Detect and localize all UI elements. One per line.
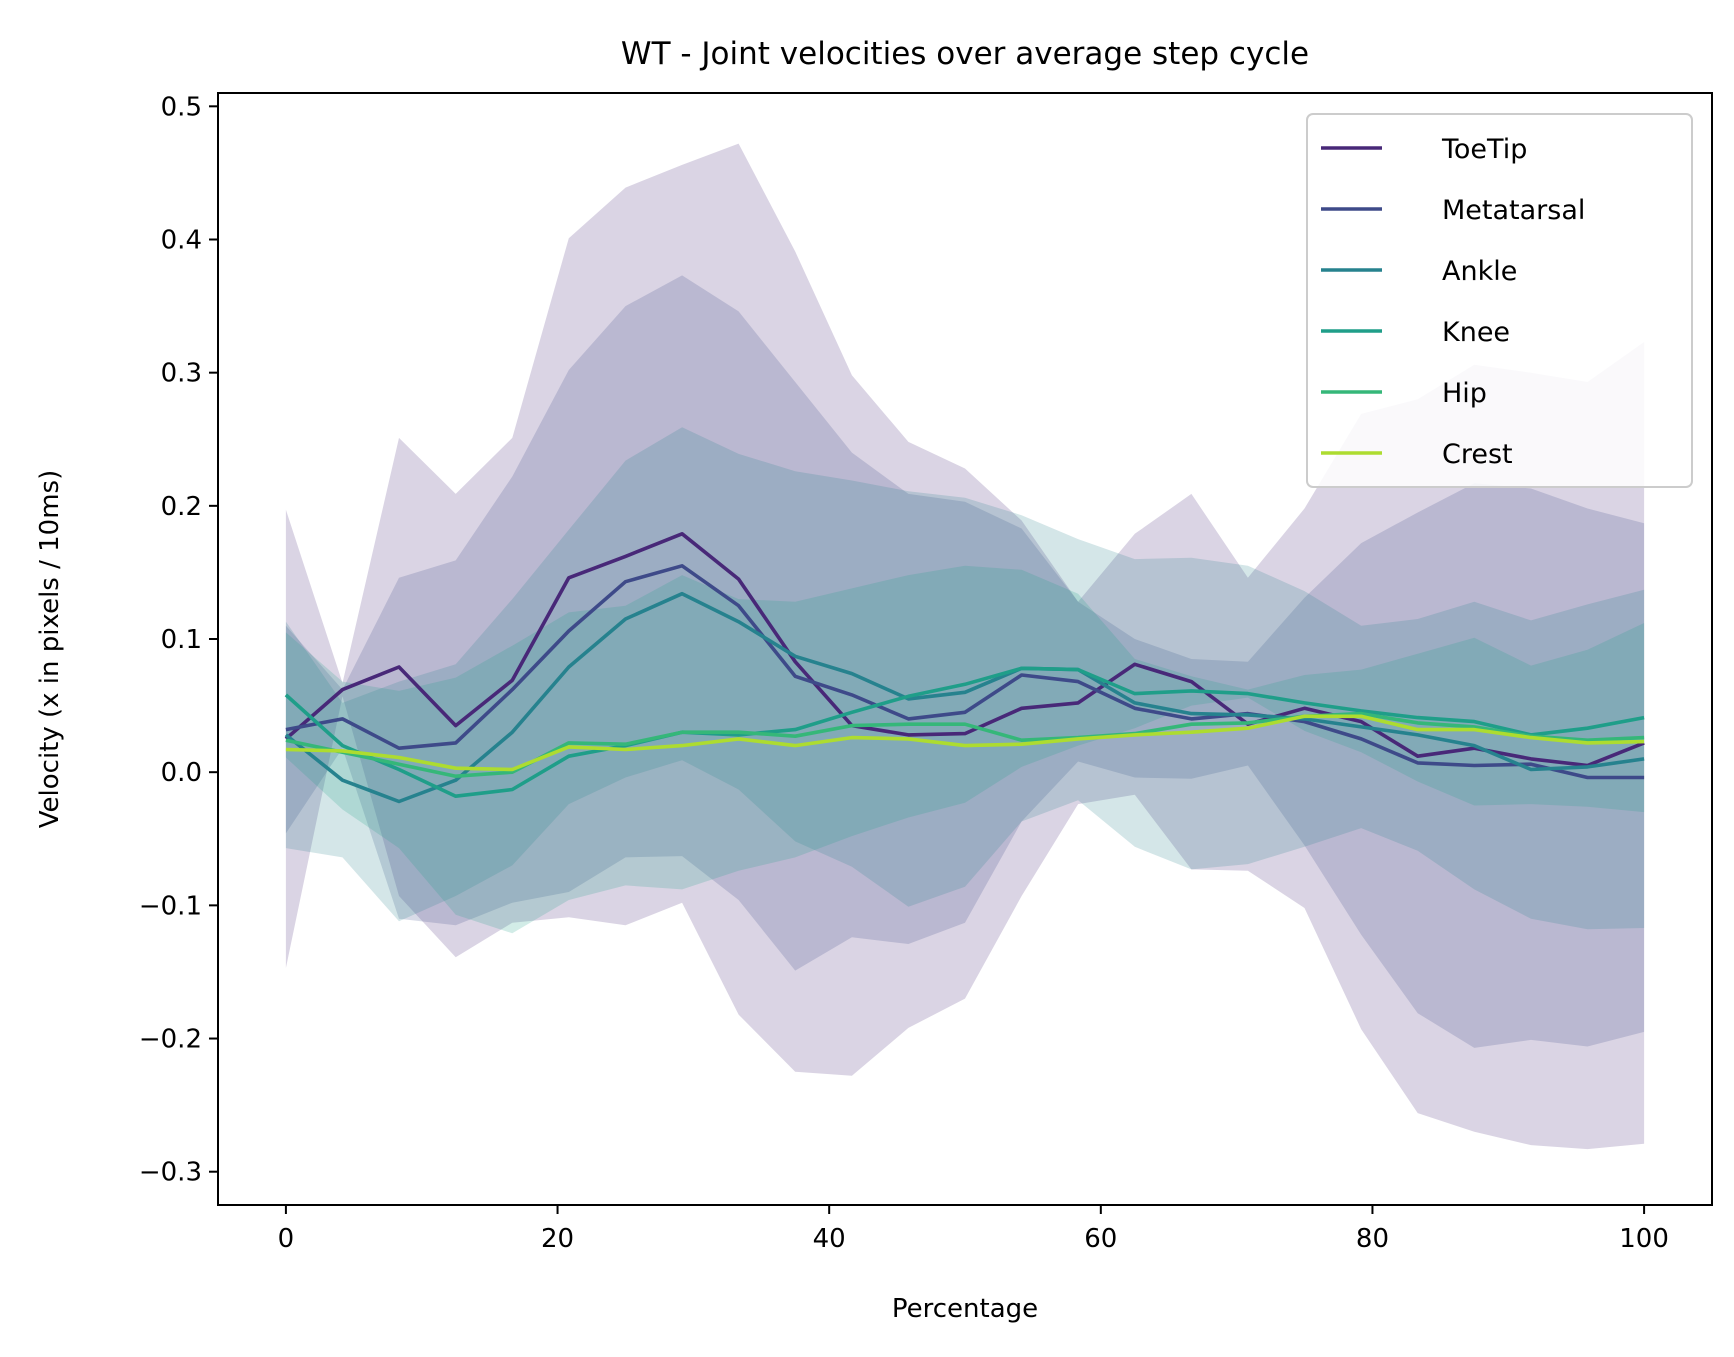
series-lines [284,531,1645,804]
x-axis-label: Percentage [892,1294,1038,1324]
variability-bands [285,143,1645,1150]
y-tick-label: 0.1 [161,625,202,655]
x-tick-label: 100 [1619,1224,1669,1254]
x-tick-label: 20 [541,1224,574,1254]
legend-label-metatarsal: Metatarsal [1442,195,1585,226]
band-knee [285,565,1645,934]
band-ankle [285,427,1645,930]
y-tick-label: 0.4 [161,225,202,255]
line-crest [285,714,1645,772]
y-tick-label: −0.1 [139,891,202,921]
y-tick-label: 0.0 [161,758,202,788]
x-tick-label: 60 [1084,1224,1117,1254]
legend-label-crest: Crest [1442,439,1513,470]
legend: ToeTip Metatarsal Ankle Knee Hip Crest [1306,113,1693,488]
legend-label-ankle: Ankle [1442,256,1517,287]
band-toetip [285,143,1645,1150]
y-tick-label: −0.2 [139,1025,202,1055]
legend-label-hip: Hip [1442,378,1487,409]
legend-label-toetip: ToeTip [1441,134,1527,165]
plot-area-frame [217,92,1713,1206]
x-tick-label: 0 [278,1224,295,1254]
line-toetip [284,531,1645,768]
y-axis-ticks: −0.3 −0.2 −0.1 0.0 0.1 0.2 0.3 0.4 0.5 [139,92,218,1188]
x-axis-ticks: 0 20 40 60 80 100 [278,1205,1669,1254]
line-knee [284,666,1645,799]
line-ankle [284,591,1645,804]
band-metatarsal [285,275,1645,1048]
y-tick-label: −0.3 [139,1158,202,1188]
line-metatarsal [285,563,1645,780]
y-tick-label: 0.2 [161,492,202,522]
line-hip [285,711,1645,779]
y-tick-label: 0.3 [161,359,202,389]
chart-title: WT - Joint velocities over average step … [621,36,1309,72]
x-tick-label: 80 [1356,1224,1389,1254]
legend-box [1306,113,1693,488]
y-axis-label: Velocity (x in pixels / 10ms) [35,470,65,829]
x-tick-label: 40 [813,1224,846,1254]
y-tick-label: 0.5 [161,92,202,122]
legend-label-knee: Knee [1442,317,1510,348]
